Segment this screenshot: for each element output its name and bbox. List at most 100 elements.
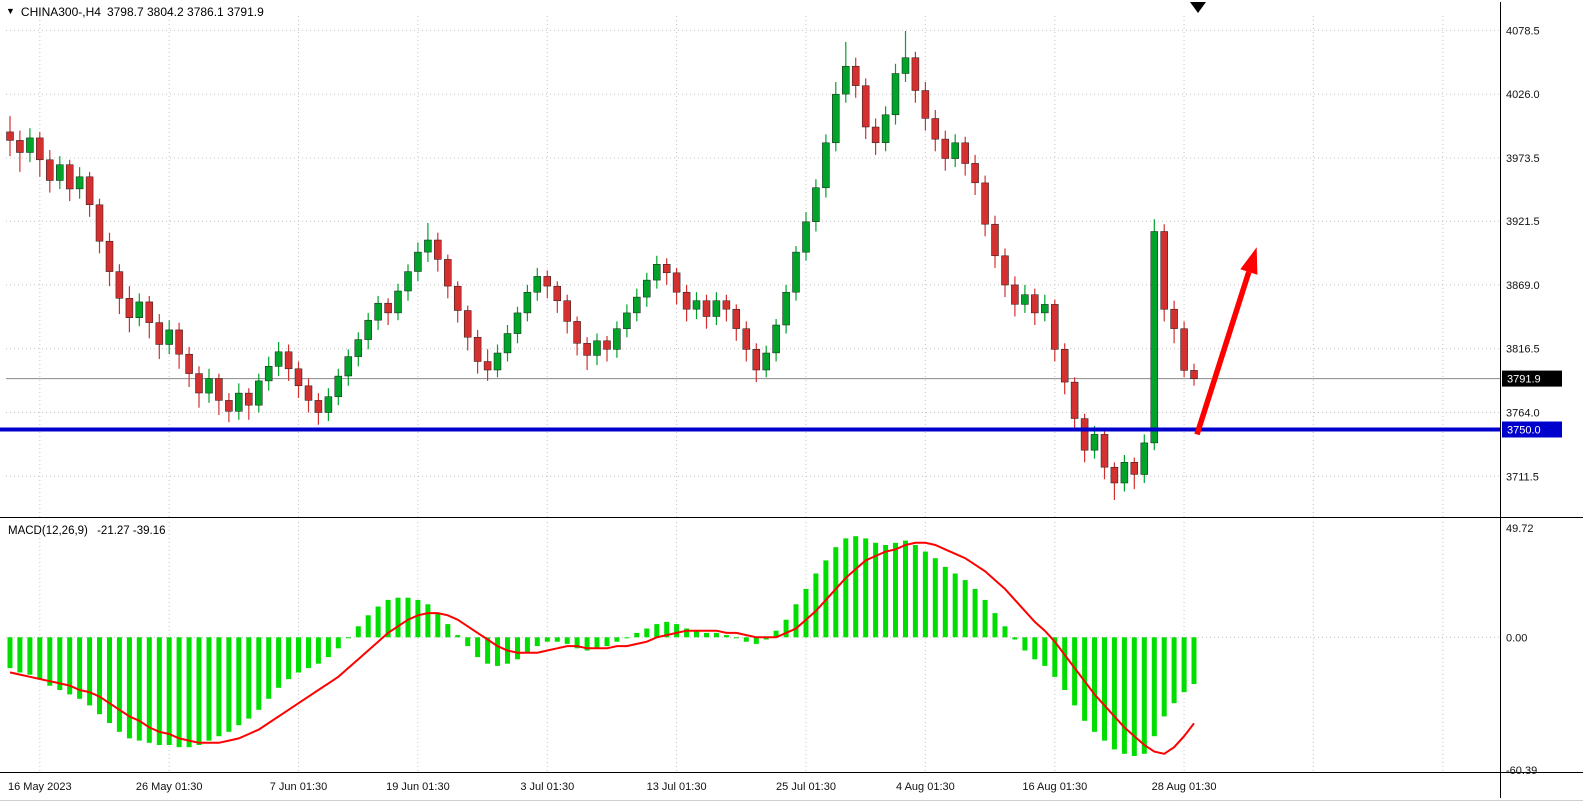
macd-histogram-bar: [743, 637, 749, 642]
macd-histogram-bar: [166, 637, 172, 745]
macd-histogram-bar: [704, 632, 709, 638]
macd-signal-line: [9, 541, 1195, 755]
candle: [842, 41, 850, 103]
chart-title: ▼ CHINA300-,H4 3798.7 3804.2 3786.1 3791…: [6, 5, 264, 19]
svg-text:3791.9: 3791.9: [1507, 374, 1541, 386]
trend-arrow[interactable]: [1194, 247, 1258, 436]
candle: [434, 232, 442, 272]
macd-histogram-bar: [733, 637, 739, 639]
candle: [871, 118, 880, 155]
macd-histogram-bar: [405, 597, 411, 638]
candle: [354, 332, 363, 367]
macd-histogram-bar: [435, 613, 441, 638]
macd-histogram-bar: [186, 637, 192, 748]
candle: [344, 349, 353, 386]
macd-histogram-bar: [1072, 637, 1078, 706]
candle: [971, 154, 979, 195]
macd-histogram-bar: [445, 624, 451, 638]
candle: [85, 171, 94, 217]
macd-histogram-bar: [982, 599, 988, 638]
candle: [702, 294, 711, 329]
macd-histogram-bar: [256, 637, 262, 710]
macd-histogram-bar: [196, 637, 202, 745]
candle: [165, 320, 173, 355]
macd-histogram-bar: [922, 551, 928, 638]
macd-histogram-bar: [674, 624, 680, 638]
macd-histogram-bar: [713, 632, 719, 638]
date-axis-label: 13 Jul 01:30: [647, 781, 707, 793]
candle: [851, 57, 860, 98]
svg-text:3750.0: 3750.0: [1507, 425, 1541, 437]
price-axis-label: 3711.5: [1506, 471, 1539, 483]
macd-histogram-bar: [1002, 626, 1008, 638]
candle: [453, 281, 462, 323]
candle: [543, 270, 552, 299]
candle: [225, 393, 233, 423]
macd-histogram-bar: [544, 637, 550, 642]
macd-histogram-bar: [783, 619, 789, 638]
candle: [1001, 248, 1009, 298]
candle: [255, 373, 263, 413]
macd-histogram-bar: [485, 637, 491, 664]
macd-histogram-bar: [813, 573, 819, 638]
candle: [921, 82, 930, 131]
macd-histogram-bar: [1191, 637, 1197, 684]
macd-histogram-bar: [77, 637, 83, 699]
candle: [65, 159, 74, 202]
candle: [1051, 299, 1059, 362]
candle: [633, 288, 641, 322]
macd-histogram-bar: [206, 637, 212, 741]
candle: [1190, 363, 1198, 386]
axis-labels: 4078.5 4026.0 3973.5 3921.5 3869.0 3816.5 3764…: [8, 25, 1540, 793]
last-price-tag: 3791.9: [1502, 370, 1562, 387]
candle: [1021, 284, 1029, 313]
macd-histogram-bar: [1042, 637, 1048, 666]
macd-histogram-bar: [793, 604, 799, 638]
macd-histogram-bar: [345, 637, 351, 639]
price-axis-label: 4026.0: [1506, 89, 1540, 101]
candle: [653, 255, 661, 289]
candle: [404, 264, 412, 301]
candle: [463, 305, 472, 351]
macd-histogram-bar: [425, 604, 431, 638]
grid-layer: [6, 16, 1500, 771]
macd-histogram-bar: [614, 637, 620, 642]
macd-histogram-bar: [156, 637, 162, 745]
macd-histogram-bar: [644, 628, 650, 638]
symbol-timeframe-label: CHINA300-,H4: [20, 5, 101, 19]
macd-histogram-bar: [27, 637, 33, 675]
candle: [553, 281, 562, 313]
macd-histogram-bar: [684, 628, 690, 638]
candle: [891, 63, 900, 125]
macd-histogram-bar: [1141, 637, 1147, 754]
candle: [324, 388, 333, 421]
macd-histogram-bar: [226, 637, 232, 732]
date-axis-label: 25 Jul 01:30: [776, 781, 836, 793]
macd-histogram-bar: [266, 637, 272, 699]
macd-histogram-bar: [335, 637, 341, 649]
macd-histogram-bar: [932, 558, 938, 638]
macd-histogram-bar: [1032, 637, 1038, 660]
candle: [643, 272, 651, 307]
candle: [1060, 343, 1069, 395]
candle: [802, 212, 810, 261]
candle: [981, 175, 989, 237]
candles-layer: [6, 31, 1198, 500]
macd-histogram-bar: [136, 637, 142, 741]
candle: [26, 128, 34, 163]
macd-axis-label: 0.00: [1506, 632, 1527, 644]
date-axis-label: 19 Jun 01:30: [386, 781, 450, 793]
macd-values-label: -21.27 -39.16: [97, 525, 166, 537]
macd-histogram-bar: [465, 637, 471, 647]
macd-histogram-bar: [1082, 637, 1088, 721]
macd-histogram-bar: [654, 624, 660, 638]
candle: [284, 344, 293, 381]
candle: [304, 378, 313, 413]
candle: [46, 150, 54, 193]
candle: [722, 294, 731, 322]
candle: [1070, 377, 1079, 431]
candle: [772, 319, 780, 362]
macd-histogram-bar: [1052, 637, 1058, 677]
